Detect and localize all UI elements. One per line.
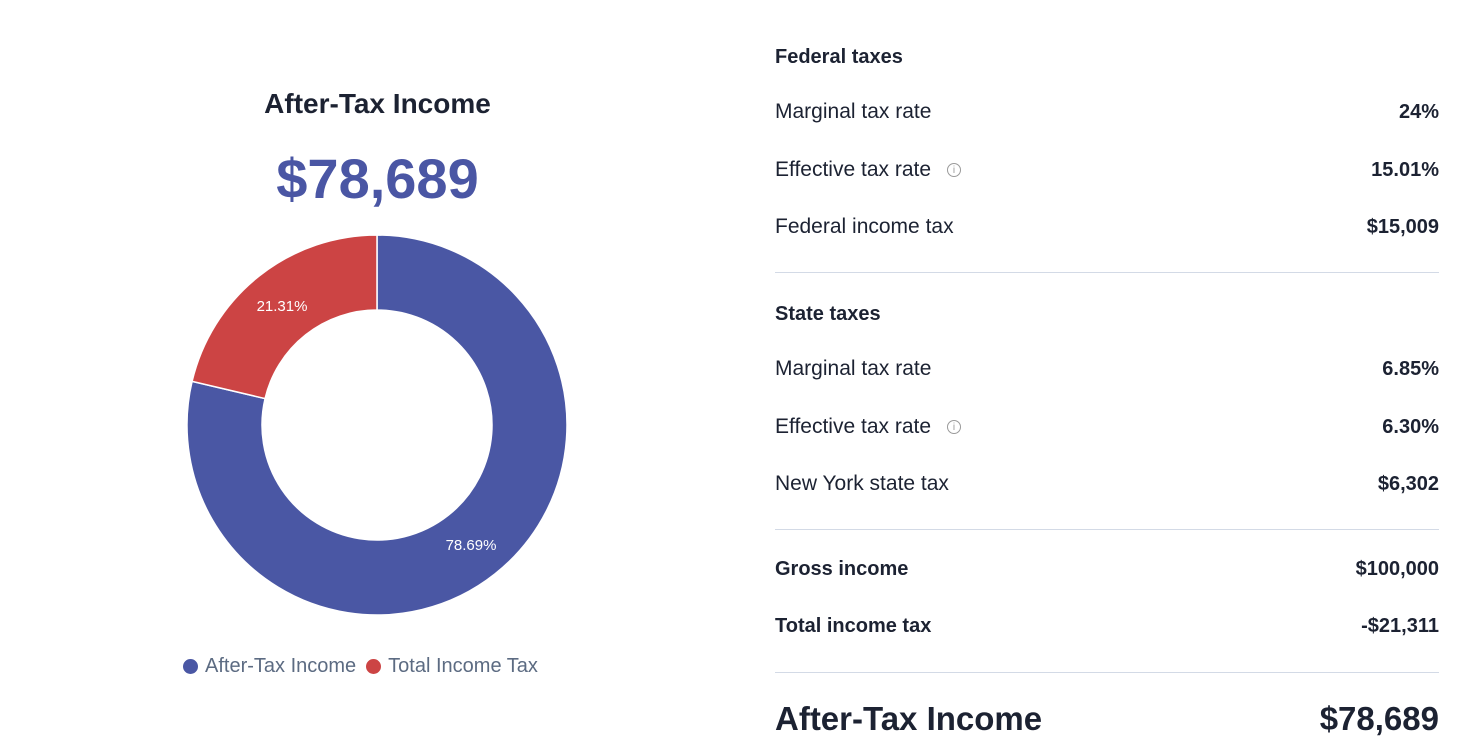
row-label: Effective tax rate: [775, 415, 932, 438]
donut-label-after-tax: 78.69%: [446, 537, 497, 554]
row-value: $15,009: [1366, 215, 1439, 238]
donut-segment-income-tax[interactable]: [191, 234, 378, 400]
state-marginal-rate-row: Marginal tax rate 6.85%: [775, 357, 1439, 381]
row-label: Federal income tax: [775, 215, 954, 238]
donut-label-income-tax: 21.31%: [257, 298, 308, 315]
info-icon[interactable]: i: [947, 420, 962, 434]
federal-income-tax-row: Federal income tax $15,009: [775, 215, 1439, 239]
divider: [775, 672, 1439, 673]
state-taxes-heading: State taxes: [775, 303, 881, 325]
after-tax-total-row: After-Tax Income $78,689: [775, 700, 1439, 738]
gross-income-row: Gross income $100,000: [775, 558, 1439, 581]
legend-label: After-Tax Income: [205, 655, 357, 677]
legend-dot-icon: [366, 659, 382, 674]
federal-marginal-rate-row: Marginal tax rate 24%: [775, 100, 1439, 124]
row-label: Gross income: [775, 558, 909, 580]
legend-item-after-tax[interactable]: After-Tax Income: [183, 655, 356, 678]
row-value: 6.85%: [1382, 357, 1439, 380]
row-label: Marginal tax rate: [775, 357, 932, 380]
row-value: 6.30%: [1382, 415, 1439, 438]
total-value: $78,689: [1319, 700, 1439, 737]
row-value: 24%: [1398, 100, 1439, 123]
total-label: After-Tax Income: [775, 700, 1043, 737]
state-tax-row: New York state tax $6,302: [775, 472, 1439, 496]
donut-segment-after-tax[interactable]: [186, 234, 568, 616]
legend-item-income-tax[interactable]: Total Income Tax: [366, 655, 538, 678]
row-label: Marginal tax rate: [775, 100, 932, 123]
after-tax-amount: $78,689: [276, 147, 479, 210]
federal-effective-rate-row: Effective tax rate i 15.01%: [775, 158, 1439, 182]
total-income-tax-row: Total income tax -$21,311: [775, 615, 1439, 638]
federal-taxes-heading: Federal taxes: [775, 46, 903, 68]
legend-label: Total Income Tax: [388, 655, 538, 677]
chart-panel: After-Tax Income $78,689 78.69% 21.31% A…: [183, 88, 568, 678]
state-effective-rate-row: Effective tax rate i 6.30%: [775, 415, 1439, 439]
chart-legend: After-Tax Income Total Income Tax: [183, 655, 548, 678]
row-value: $6,302: [1377, 472, 1439, 495]
divider: [775, 272, 1439, 273]
chart-title: After-Tax Income: [264, 88, 491, 119]
donut-chart: 78.69% 21.31%: [186, 234, 568, 616]
legend-dot-icon: [183, 659, 198, 674]
row-value: -$21,311: [1361, 615, 1439, 637]
info-icon[interactable]: i: [947, 163, 962, 177]
row-label: Effective tax rate: [775, 158, 932, 181]
row-value: 15.01%: [1371, 158, 1439, 181]
row-label: New York state tax: [775, 472, 949, 495]
row-value: $100,000: [1355, 558, 1439, 580]
divider: [775, 529, 1439, 530]
row-label: Total income tax: [775, 615, 932, 637]
